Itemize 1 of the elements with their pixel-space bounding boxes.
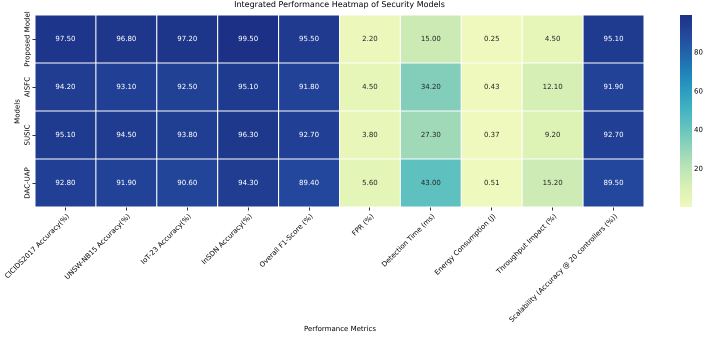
chart-title: Integrated Performance Heatmap of Security Models — [234, 0, 445, 9]
